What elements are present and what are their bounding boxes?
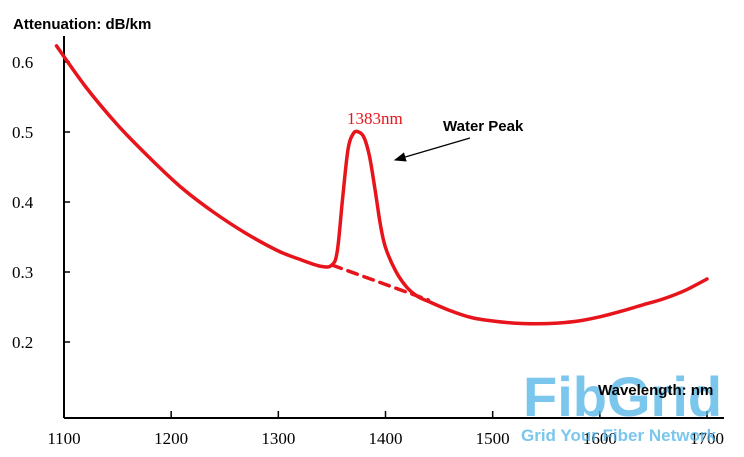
peak-label: 1383nm [347, 109, 403, 128]
x-tick-label: 1600 [583, 429, 617, 448]
y-tick-label: 0.3 [12, 263, 33, 282]
x-tick-label: 1400 [369, 429, 403, 448]
y-tick-label: 0.6 [12, 53, 33, 72]
y-axis-label: Attenuation: dB/km [13, 16, 151, 33]
x-tick-label: 1200 [154, 429, 188, 448]
x-tick-label: 1300 [261, 429, 295, 448]
fibgrid-watermark: FibGrid Grid Your Fiber Network [521, 365, 722, 445]
baseline-dashed-line [330, 263, 431, 302]
attenuation-curve [54, 44, 709, 326]
series-group [54, 44, 709, 326]
water-peak-label: Water Peak [443, 118, 524, 135]
y-tick-label: 0.4 [12, 193, 34, 212]
y-tick-label: 0.2 [12, 333, 33, 352]
x-tick-label: 1100 [47, 429, 80, 448]
x-axis-ticks: 1100 1200 1300 1400 1500 1600 1700 [47, 411, 724, 448]
watermark-tagline: Grid Your Fiber Network [521, 426, 716, 445]
y-axis-ticks: 0.2 0.3 0.4 0.5 0.6 [12, 53, 70, 352]
water-peak-arrow [393, 137, 471, 162]
x-axis-label: Wavelength: nm [598, 382, 713, 399]
x-tick-label: 1500 [476, 429, 510, 448]
y-tick-label: 0.5 [12, 123, 33, 142]
x-tick-label: 1700 [690, 429, 724, 448]
watermark-brand: FibGrid [523, 365, 722, 428]
